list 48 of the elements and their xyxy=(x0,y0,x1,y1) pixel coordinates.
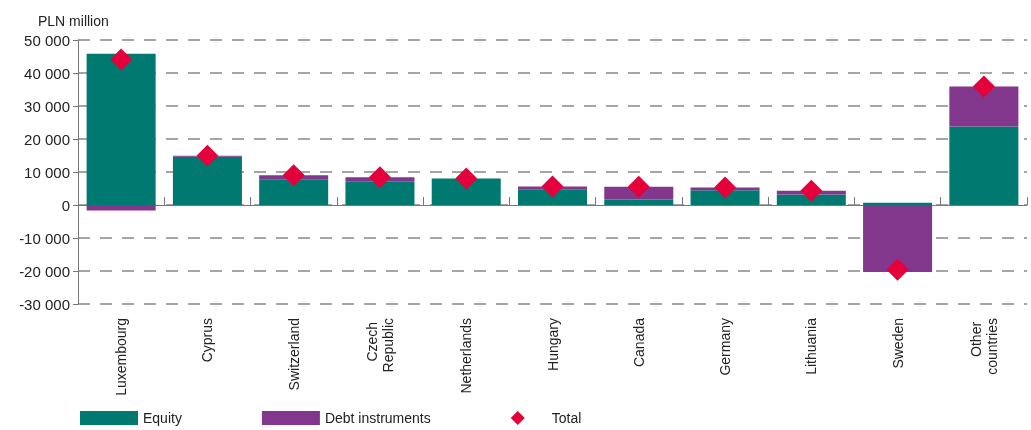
bar xyxy=(776,194,846,205)
point xyxy=(541,175,564,198)
bar xyxy=(86,53,156,205)
bar xyxy=(431,178,501,205)
x-tick-label: Lithuania xyxy=(803,317,820,375)
y-tick-label: 40 000 xyxy=(24,64,70,82)
x-tick-label: Sweden xyxy=(889,318,906,369)
bar xyxy=(949,86,1019,127)
y-tick-label: -30 000 xyxy=(19,295,70,313)
x-tick-label: Cyprus xyxy=(199,318,216,363)
point xyxy=(196,144,219,167)
bar xyxy=(172,156,242,205)
x-tick-label: Germany xyxy=(717,318,734,376)
x-tick-label: Other countries xyxy=(967,318,1000,375)
bar xyxy=(345,181,415,205)
point xyxy=(282,164,305,187)
y-tick-label: -10 000 xyxy=(19,229,70,247)
y-tick-label: 0 xyxy=(61,196,70,214)
point xyxy=(886,258,909,281)
bar xyxy=(949,126,1019,205)
y-tick-label: 10 000 xyxy=(24,163,70,181)
y-axis-title: PLN million xyxy=(38,13,109,29)
y-tick-label: 20 000 xyxy=(24,130,70,148)
x-tick-label: Netherlands xyxy=(458,318,475,394)
point xyxy=(627,175,650,198)
x-tick-label: Luxembourg xyxy=(113,318,130,396)
bar xyxy=(517,189,588,205)
x-tick-label: Hungary xyxy=(544,318,561,371)
bar xyxy=(86,205,156,211)
legend-label: Total xyxy=(551,410,582,426)
y-tick-label: -20 000 xyxy=(19,262,70,280)
x-tick-label: Switzerland xyxy=(285,318,302,391)
point xyxy=(455,167,478,190)
point xyxy=(110,48,133,71)
bar xyxy=(690,190,760,205)
y-tick-label: 50 000 xyxy=(24,31,70,49)
point xyxy=(368,166,391,189)
legend-label: Debt instruments xyxy=(324,410,431,426)
bar xyxy=(863,205,933,272)
point xyxy=(714,176,737,199)
x-tick-label: Czech Republic xyxy=(363,318,396,373)
bar xyxy=(604,199,674,205)
legend-label: Equity xyxy=(143,410,182,426)
point xyxy=(972,75,995,98)
point xyxy=(800,179,823,202)
x-tick-label: Canada xyxy=(630,317,647,368)
y-tick-label: 30 000 xyxy=(24,97,70,115)
bar xyxy=(259,179,329,205)
